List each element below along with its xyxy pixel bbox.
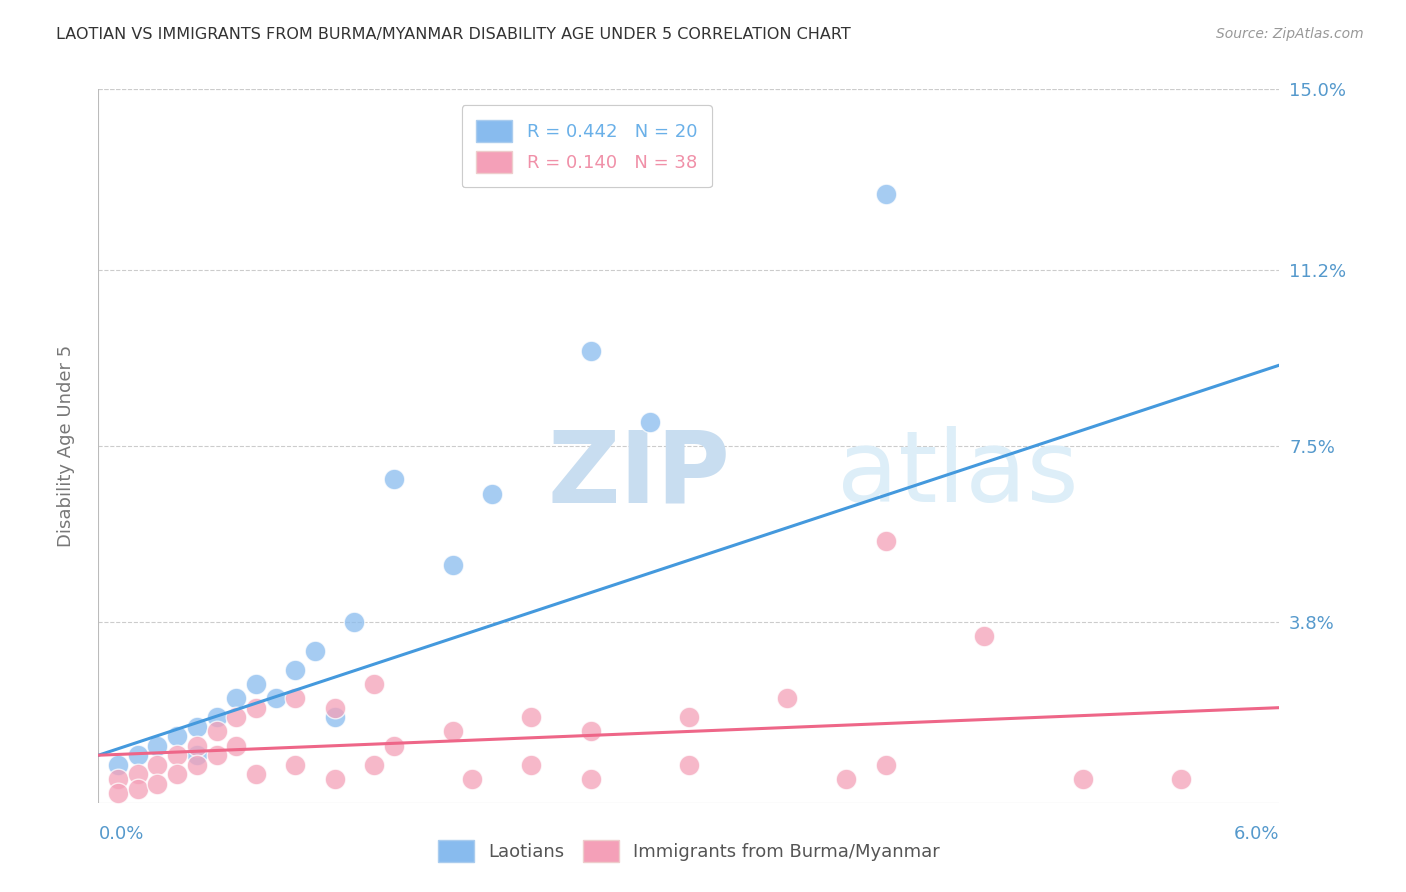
Point <box>520 710 543 724</box>
Text: atlas: atlas <box>837 426 1078 523</box>
Text: LAOTIAN VS IMMIGRANTS FROM BURMA/MYANMAR DISABILITY AGE UNDER 5 CORRELATION CHAR: LAOTIAN VS IMMIGRANTS FROM BURMA/MYANMAR… <box>56 27 851 42</box>
Point <box>186 739 208 753</box>
Point <box>264 691 287 706</box>
Point <box>1071 772 1094 786</box>
Point <box>363 757 385 772</box>
Point <box>363 677 385 691</box>
Point <box>146 757 169 772</box>
Point <box>441 558 464 572</box>
Point <box>579 343 602 358</box>
Legend: Laotians, Immigrants from Burma/Myanmar: Laotians, Immigrants from Burma/Myanmar <box>430 833 948 870</box>
Point <box>107 786 129 800</box>
Y-axis label: Disability Age Under 5: Disability Age Under 5 <box>56 345 75 547</box>
Point <box>186 748 208 763</box>
Point <box>146 777 169 791</box>
Point <box>205 748 228 763</box>
Point <box>284 691 307 706</box>
Point <box>323 772 346 786</box>
Point <box>343 615 366 629</box>
Point <box>127 767 149 781</box>
Point <box>579 772 602 786</box>
Point <box>441 724 464 739</box>
Point <box>382 739 405 753</box>
Point <box>166 729 188 743</box>
Point <box>245 677 267 691</box>
Point <box>107 772 129 786</box>
Point <box>166 767 188 781</box>
Point <box>382 472 405 486</box>
Text: Source: ZipAtlas.com: Source: ZipAtlas.com <box>1216 27 1364 41</box>
Point <box>245 700 267 714</box>
Point <box>481 486 503 500</box>
Point <box>1170 772 1192 786</box>
Point <box>284 757 307 772</box>
Point <box>678 710 700 724</box>
Point <box>107 757 129 772</box>
Point <box>875 186 897 201</box>
Point <box>638 415 661 429</box>
Point <box>127 781 149 796</box>
Point <box>579 724 602 739</box>
Point <box>323 710 346 724</box>
Point <box>166 748 188 763</box>
Point <box>835 772 858 786</box>
Point <box>186 757 208 772</box>
Point <box>225 710 247 724</box>
Point <box>127 748 149 763</box>
Point <box>461 772 484 786</box>
Text: ZIP: ZIP <box>547 426 730 523</box>
Point <box>146 739 169 753</box>
Point <box>205 710 228 724</box>
Point <box>225 691 247 706</box>
Point <box>875 757 897 772</box>
Point <box>875 534 897 549</box>
Point <box>776 691 799 706</box>
Point <box>186 720 208 734</box>
Point <box>973 629 995 643</box>
Legend: R = 0.442   N = 20, R = 0.140   N = 38: R = 0.442 N = 20, R = 0.140 N = 38 <box>461 105 711 187</box>
Point <box>678 757 700 772</box>
Point <box>520 757 543 772</box>
Text: 0.0%: 0.0% <box>98 825 143 843</box>
Point <box>225 739 247 753</box>
Point <box>205 724 228 739</box>
Point <box>245 767 267 781</box>
Point <box>323 700 346 714</box>
Text: 6.0%: 6.0% <box>1234 825 1279 843</box>
Point <box>304 643 326 657</box>
Point <box>284 663 307 677</box>
